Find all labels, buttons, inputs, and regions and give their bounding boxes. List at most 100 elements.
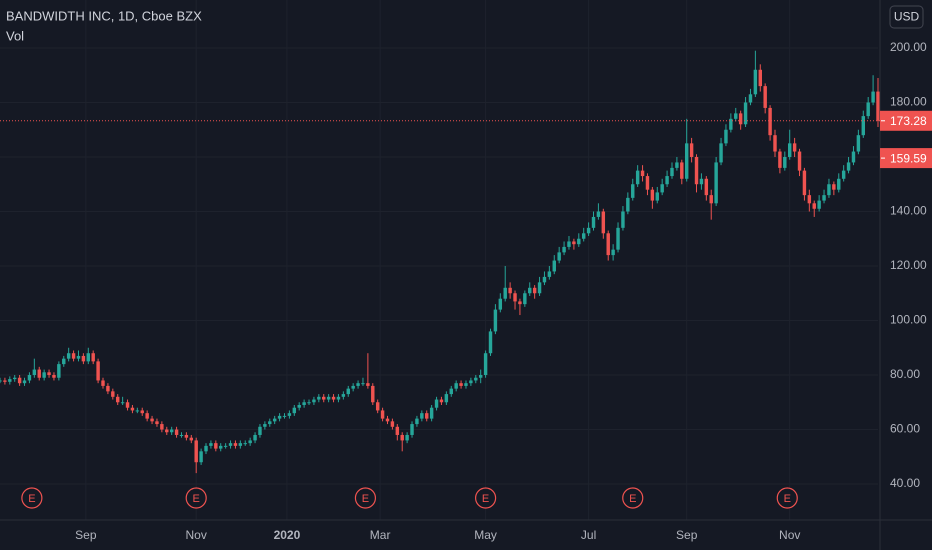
candle-body [194, 440, 198, 463]
candle-body [410, 424, 414, 435]
candle-body [591, 216, 596, 228]
candle-body [307, 402, 311, 404]
earnings-label: E [28, 493, 35, 505]
earnings-marker [776, 487, 798, 509]
candle-body [326, 396, 331, 400]
candle-body [631, 184, 635, 198]
candle-body [32, 369, 37, 376]
y-tick-label: 120.00 [890, 258, 927, 272]
candle-body [331, 396, 336, 400]
candle-body [361, 383, 365, 385]
candle-body [547, 271, 552, 277]
price-label: 173.28 [890, 114, 927, 128]
candle-body [0, 380, 2, 382]
candle-body [802, 170, 807, 196]
candle-body [37, 369, 41, 378]
candle-body [42, 372, 46, 378]
candle-body [488, 331, 493, 354]
candle-body [577, 238, 581, 245]
candle-body [385, 418, 390, 422]
y-tick-label: 180.00 [890, 95, 927, 109]
candle-body [111, 391, 115, 397]
candle-body [670, 167, 674, 177]
candle-body [655, 192, 659, 201]
y-tick-label: 140.00 [890, 204, 927, 218]
candle-body [621, 211, 625, 228]
candle-body [459, 383, 463, 386]
candle-body [52, 375, 56, 378]
candle-body [101, 380, 105, 386]
candle-body [140, 410, 144, 414]
candle-body [729, 118, 733, 130]
candle-body [498, 298, 503, 310]
price-label-box [880, 148, 932, 169]
currency-label[interactable]: USD [894, 10, 920, 24]
earnings-marker [21, 487, 43, 509]
candle-body [297, 404, 301, 408]
candle-body [841, 170, 846, 179]
candle-body [738, 113, 743, 125]
candle-body [537, 282, 542, 294]
x-tick-label: Nov [186, 528, 207, 542]
candle-body [346, 388, 350, 395]
candle-body [223, 445, 228, 447]
candle-body [390, 421, 395, 427]
candle-body [680, 162, 684, 179]
candle-body [106, 385, 110, 392]
earnings-label: E [482, 493, 489, 505]
candle-body [513, 293, 517, 302]
chart-title: BANDWIDTH INC, 1D, Cboe BZX [6, 8, 202, 23]
x-tick-label: Nov [779, 528, 800, 542]
candle-body [66, 353, 71, 359]
candle-body [258, 426, 262, 435]
x-tick-label: Sep [75, 528, 97, 542]
candle-body [684, 143, 689, 179]
y-tick-label: 100.00 [890, 313, 927, 327]
candle-body [783, 156, 787, 168]
candle-body [415, 418, 419, 425]
earnings-marker [185, 487, 207, 509]
candle-body [57, 364, 61, 378]
candle-body [425, 413, 429, 419]
candle-body [199, 451, 203, 463]
candle-body [464, 383, 468, 386]
candle-body [557, 252, 561, 261]
candle-body [586, 227, 591, 234]
candle-body [523, 293, 527, 305]
candle-body [400, 434, 404, 441]
candle-body [719, 143, 723, 163]
candle-body [351, 385, 355, 389]
candle-body [444, 394, 449, 403]
candle-body [263, 424, 267, 427]
earnings-label: E [629, 493, 636, 505]
candle-body [71, 353, 76, 359]
candle-body [567, 241, 571, 247]
candle-body [611, 249, 615, 256]
candle-body [866, 102, 870, 117]
candle-body [817, 200, 821, 209]
x-tick-label: Sep [676, 528, 698, 542]
candle-body [734, 113, 738, 119]
currency-button[interactable] [889, 5, 924, 29]
candle-body [503, 287, 507, 299]
candle-body [758, 69, 762, 87]
candle-body [76, 355, 81, 359]
candle-body [204, 445, 208, 452]
candle-body [12, 377, 17, 380]
candle-body [322, 396, 326, 400]
candle-body [174, 429, 179, 435]
candle-body [292, 407, 297, 414]
candle-body [272, 418, 277, 422]
candle-body [380, 410, 385, 419]
x-tick-label: May [474, 528, 497, 542]
candle-body [694, 156, 699, 185]
candle-body [851, 151, 856, 163]
candle-body [616, 227, 620, 250]
candle-body [532, 287, 537, 294]
y-tick-label: 200.00 [890, 40, 927, 54]
candle-body [508, 287, 512, 294]
candle-body [420, 413, 424, 419]
candle-body [317, 396, 321, 400]
